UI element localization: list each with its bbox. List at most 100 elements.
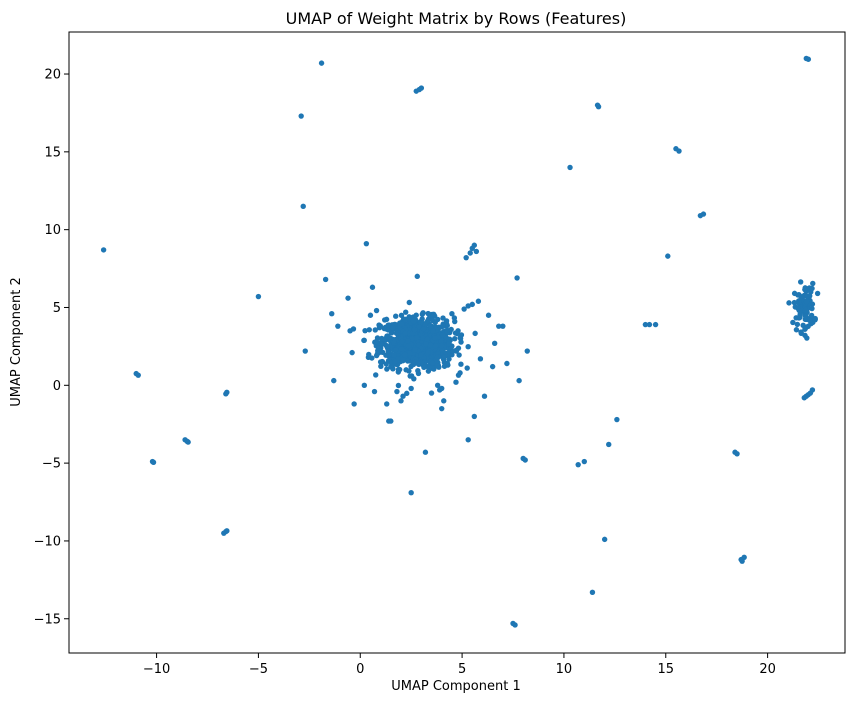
scatter-point [805,56,812,62]
scatter-point [372,327,378,333]
scatter-point [420,310,426,316]
scatter-point [349,349,355,356]
scatter-point [575,461,581,468]
scatter-point [361,337,367,344]
scatter-point [407,350,413,356]
scatter-point [461,306,467,312]
scatter-point [463,254,469,261]
scatter-point [438,342,445,349]
scatter-point [802,326,808,332]
scatter-point [402,316,408,323]
scatter-point [427,342,434,349]
scatter-point [376,322,382,328]
scatter-point [373,338,379,345]
y-tick-label: 20 [44,68,61,83]
scatter-point [422,449,429,455]
scatter-point [793,327,800,333]
y-tick-label: −5 [42,457,61,472]
scatter-point [797,279,804,285]
scatter-point [383,361,389,367]
scatter-point [786,300,792,306]
scatter-point [361,382,368,388]
scatter-point [432,343,439,349]
x-axis-ticks: −10 −5 0 5 10 15 20 [143,653,776,677]
scatter-point [451,315,458,321]
scatter-point [322,276,329,283]
scatter-point [465,303,471,309]
scatter-point [135,372,141,378]
scatter-point [425,368,432,374]
scatter-point [386,418,392,424]
scatter-point [500,323,506,329]
scatter-point [601,536,608,543]
scatter-point [378,335,385,342]
x-tick-label: 20 [759,662,776,677]
scatter-point [408,385,414,392]
scatter-point [224,528,230,534]
scatter-point [420,335,426,341]
scatter-point [473,248,480,255]
scatter-point [408,489,414,496]
scatter-point [329,311,335,317]
scatter-point [402,330,409,336]
scatter-point [411,326,418,333]
scatter-point [224,389,230,395]
scatter-point [809,387,816,393]
points-layer [100,55,821,628]
scatter-point [453,379,459,385]
scatter-point [434,354,440,361]
scatter-point [366,327,372,333]
scatter-point [475,298,482,304]
scatter-point [456,352,462,358]
scatter-point [472,330,478,337]
x-tick-label: −5 [249,662,268,677]
x-tick-label: −10 [143,662,170,677]
scatter-point [385,344,391,350]
scatter-point [412,347,418,353]
scatter-point [465,344,471,350]
scatter-point [434,382,441,388]
scatter-point [594,102,601,108]
scatter-point [383,352,389,358]
x-tick-label: 5 [458,662,466,677]
scatter-point [665,253,671,259]
scatter-point [797,314,803,321]
scatter-point [377,359,384,365]
scatter-point [489,363,496,370]
scatter-point [581,458,587,465]
scatter-point [298,113,304,119]
scatter-point [347,328,353,334]
scatter-point [418,352,424,358]
scatter-point [367,312,374,318]
scatter-point [331,377,337,384]
scatter-point [399,338,405,345]
scatter-point [444,327,450,334]
scatter-point [387,335,394,341]
scatter-point [809,305,815,312]
scatter-point [400,357,406,363]
scatter-point [432,319,438,326]
scatter-point [385,348,391,354]
scatter-point [802,286,808,293]
scatter-point [391,352,397,358]
scatter-point [423,341,429,347]
scatter-point [434,363,440,369]
plot-frame [68,31,846,654]
scatter-point [420,326,427,332]
scatter-point [606,441,612,448]
scatter-point [524,348,530,354]
scatter-point [465,437,471,443]
scatter-point [798,329,804,335]
scatter-point [467,250,473,256]
scatter-point [448,326,454,333]
scatter-point [411,376,417,382]
scatter-point [471,413,478,420]
scatter-point [614,416,620,423]
scatter-point [449,348,456,355]
scatter-point [449,311,455,317]
scatter-point [791,290,798,297]
scatter-point [100,247,107,253]
scatter-point [388,364,394,370]
scatter-point [351,401,357,407]
